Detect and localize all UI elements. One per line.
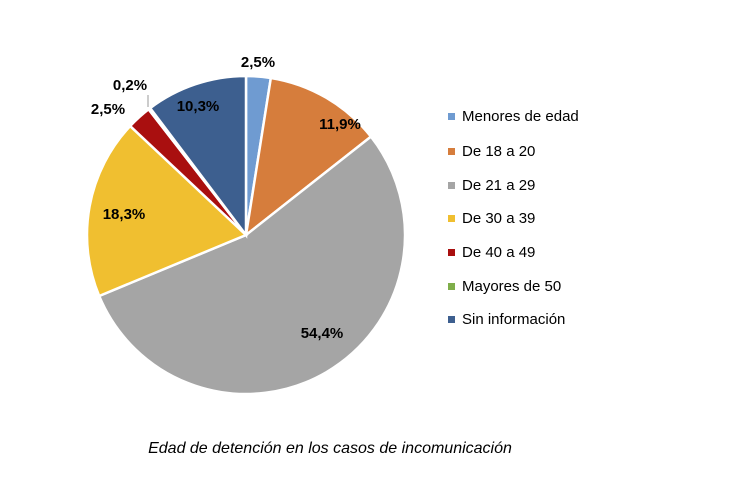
pie-slice — [85, 124, 249, 298]
legend-swatch — [448, 182, 455, 189]
data-label: 54,4% — [301, 325, 344, 342]
legend-label: Sin información — [462, 311, 566, 328]
legend-swatch — [448, 215, 455, 222]
chart-title: Edad de detención en los casos de incomu… — [148, 440, 512, 457]
data-label: 18,3% — [103, 206, 146, 223]
data-label: 2,5% — [91, 101, 125, 118]
data-label: 11,9% — [319, 116, 361, 133]
data-label: 10,3% — [177, 98, 220, 115]
legend-item: Menores de edad — [448, 108, 579, 125]
legend-label: De 30 a 39 — [462, 210, 536, 227]
pie-slice — [244, 76, 373, 238]
data-label: 0,2% — [113, 77, 147, 94]
legend-item: Sin información — [448, 311, 565, 328]
legend-label: Mayores de 50 — [462, 278, 562, 295]
legend-item: De 30 a 39 — [448, 210, 535, 227]
legend-swatch — [448, 113, 455, 120]
legend-swatch — [448, 249, 455, 256]
legend-item: Mayores de 50 — [448, 278, 561, 295]
legend-item: De 21 a 29 — [448, 177, 535, 194]
legend-swatch — [448, 283, 455, 290]
legend-label: De 40 a 49 — [462, 244, 536, 261]
legend-label: De 21 a 29 — [462, 177, 536, 194]
legend-label: De 18 a 20 — [462, 143, 536, 160]
legend-item: De 40 a 49 — [448, 244, 535, 261]
legend-swatch — [448, 316, 455, 323]
data-label: 2,5% — [241, 54, 275, 71]
legend-swatch — [448, 148, 455, 155]
pie-slice — [97, 134, 407, 396]
legend-item: De 18 a 20 — [448, 143, 535, 160]
pie-slice — [148, 74, 248, 239]
legend-label: Menores de edad — [462, 108, 579, 125]
